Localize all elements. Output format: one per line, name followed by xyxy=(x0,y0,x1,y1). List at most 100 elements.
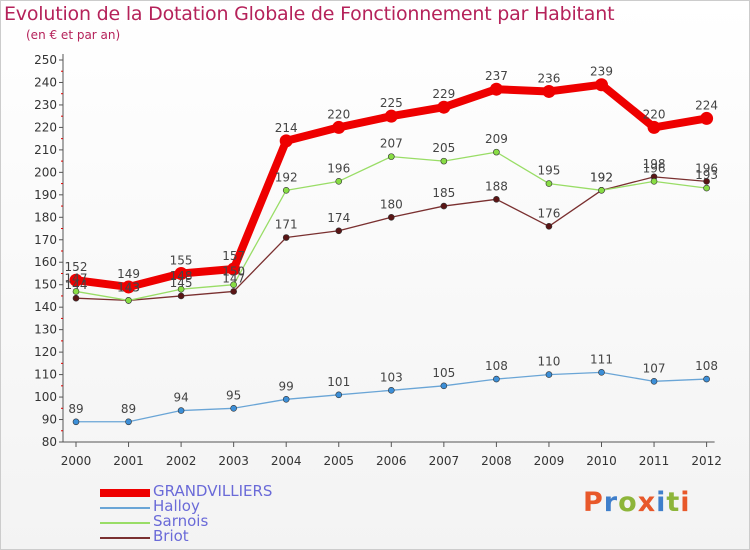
logo-letter: o xyxy=(618,487,638,518)
y-tick-label: 210 xyxy=(34,143,57,157)
data-point-halloy xyxy=(282,396,290,403)
data-label-grandvilliers: 224 xyxy=(695,98,718,112)
data-point-halloy xyxy=(72,418,80,426)
data-label-halloy: 94 xyxy=(173,391,188,405)
y-tick-label: 250 xyxy=(34,53,57,67)
data-point-briot xyxy=(282,234,290,241)
data-label-briot: 176 xyxy=(537,206,560,220)
data-point-grandvilliers xyxy=(700,111,714,125)
data-label-sarnois: 205 xyxy=(432,141,455,155)
data-label-sarnois: 147 xyxy=(65,271,88,285)
data-point-halloy xyxy=(545,371,553,378)
data-point-grandvilliers xyxy=(279,134,293,148)
data-label-halloy: 105 xyxy=(432,366,455,380)
data-labels: 152 149 155 157 214 220 225 229 237 236 239 220 224 8… xyxy=(65,65,719,416)
chart-subtitle: (en € et par an) xyxy=(26,28,121,42)
x-tick-label: 2010 xyxy=(586,454,617,468)
proxiti-logo: Proxiti xyxy=(583,487,691,518)
y-tick-label: 80 xyxy=(42,435,57,449)
legend-label: GRANDVILLIERS xyxy=(153,482,273,500)
data-label-briot: 185 xyxy=(432,186,455,200)
legend-swatch xyxy=(100,536,150,539)
data-label-sarnois: 196 xyxy=(327,161,350,175)
data-label-halloy: 108 xyxy=(485,359,508,373)
logo-letter: t xyxy=(666,487,681,518)
data-point-halloy xyxy=(335,391,343,399)
data-label-sarnois: 143 xyxy=(117,280,140,294)
y-tick-label: 240 xyxy=(34,75,57,89)
data-label-briot: 145 xyxy=(170,276,193,290)
data-label-grandvilliers: 220 xyxy=(643,107,666,121)
data-label-sarnois: 192 xyxy=(590,170,613,184)
data-label-halloy: 110 xyxy=(537,355,560,369)
data-label-halloy: 111 xyxy=(590,352,613,366)
data-label-grandvilliers: 229 xyxy=(432,87,455,101)
data-label-grandvilliers: 157 xyxy=(222,249,245,263)
legend-label: Sarnois xyxy=(153,512,209,530)
data-label-sarnois: 148 xyxy=(170,269,193,283)
data-point-sarnois xyxy=(72,288,80,295)
data-point-grandvilliers xyxy=(489,82,503,96)
data-point-grandvilliers xyxy=(437,100,451,114)
data-point-sarnois xyxy=(440,157,448,165)
y-tick-label: 120 xyxy=(34,345,57,359)
x-tick-label: 2003 xyxy=(218,454,249,468)
data-label-grandvilliers: 214 xyxy=(275,121,298,135)
data-label-sarnois: 150 xyxy=(222,265,245,279)
y-tick-label: 140 xyxy=(34,300,57,314)
data-point-grandvilliers xyxy=(384,109,398,123)
data-label-sarnois: 209 xyxy=(485,132,508,146)
data-point-sarnois xyxy=(282,187,290,194)
data-point-grandvilliers xyxy=(174,266,188,280)
data-label-halloy: 95 xyxy=(226,388,241,402)
legend-swatch xyxy=(100,521,150,524)
data-label-briot: 171 xyxy=(275,218,298,232)
data-point-sarnois xyxy=(177,285,185,293)
logo-letter: r xyxy=(603,487,619,518)
y-tick-label: 150 xyxy=(34,278,57,292)
data-label-briot: 147 xyxy=(222,271,245,285)
data-label-halloy: 99 xyxy=(279,379,294,393)
data-point-briot xyxy=(230,288,237,295)
y-tick-label: 90 xyxy=(42,413,57,427)
data-label-grandvilliers: 239 xyxy=(590,65,613,79)
data-label-grandvilliers: 225 xyxy=(380,96,403,110)
x-tick-label: 2000 xyxy=(61,454,92,468)
y-tick-label: 130 xyxy=(34,323,57,337)
data-label-halloy: 107 xyxy=(643,361,666,375)
data-label-sarnois: 195 xyxy=(537,164,560,178)
data-label-halloy: 89 xyxy=(121,402,136,416)
data-point-grandvilliers xyxy=(542,84,556,98)
legend-swatch xyxy=(100,488,150,497)
x-tick-label: 2008 xyxy=(481,454,512,468)
data-label-briot: 144 xyxy=(65,278,88,292)
data-point-grandvilliers xyxy=(332,120,346,134)
x-tick-label: 2009 xyxy=(534,454,565,468)
chart-title: Evolution de la Dotation Globale de Fonc… xyxy=(4,3,615,25)
data-label-briot: 188 xyxy=(485,179,508,193)
data-point-halloy xyxy=(598,369,605,376)
data-label-briot: 143 xyxy=(117,280,140,294)
data-label-briot: 196 xyxy=(695,161,718,175)
data-label-briot: 180 xyxy=(380,197,403,211)
x-tick-label: 2012 xyxy=(691,454,722,468)
data-point-briot xyxy=(177,292,185,300)
y-tick-label: 170 xyxy=(34,233,57,247)
data-point-halloy xyxy=(177,407,185,414)
data-point-briot xyxy=(387,213,395,221)
data-point-briot xyxy=(72,294,80,302)
legend-label: Halloy xyxy=(153,497,200,515)
y-tick-label: 190 xyxy=(34,188,57,202)
y-axis: 80 90 100 110 120 130 140 150 160 170 180 190 200 210… xyxy=(34,53,64,449)
x-tick-label: 2004 xyxy=(271,454,302,468)
data-point-sarnois xyxy=(650,178,658,185)
logo-letter: i xyxy=(680,487,691,518)
legend-label: Briot xyxy=(153,527,189,545)
x-tick-label: 2002 xyxy=(166,454,197,468)
data-point-sarnois xyxy=(703,184,710,192)
data-point-halloy xyxy=(125,418,132,426)
data-label-grandvilliers: 155 xyxy=(170,253,193,267)
data-point-sarnois xyxy=(335,178,343,185)
data-label-halloy: 108 xyxy=(695,359,718,373)
